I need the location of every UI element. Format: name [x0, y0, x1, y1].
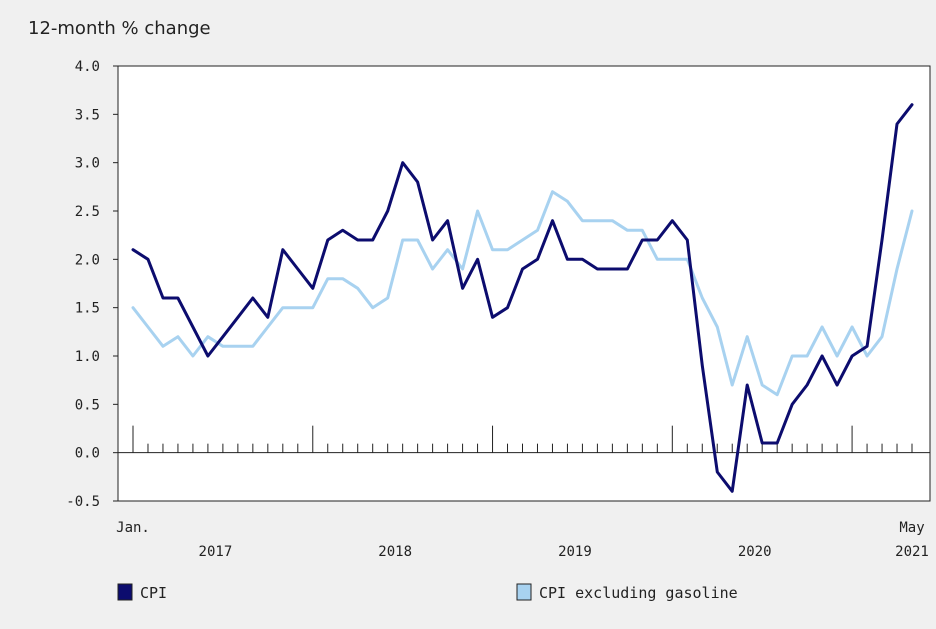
- y-tick-label: 0.0: [75, 446, 100, 462]
- x-start-label: Jan.: [116, 520, 150, 536]
- x-end-label: May: [899, 520, 924, 536]
- x-year-label: 2021: [895, 544, 929, 560]
- y-axis-label: 12-month % change: [28, 18, 211, 39]
- y-tick-label: 0.5: [75, 397, 100, 413]
- y-tick-label: 1.5: [75, 301, 100, 317]
- axes: 4.0 3.5 3.0 2.5 2.0 1.5 1.0 0.5 0.0 -0.5 Jan. May 20…: [66, 59, 930, 560]
- y-tick-label: -0.5: [66, 494, 100, 510]
- legend: CPI CPI excluding gasoline: [117, 583, 738, 602]
- legend-label: CPI excluding gasoline: [539, 584, 738, 602]
- x-year-label: 2020: [738, 544, 772, 560]
- series-lines: [131, 103, 914, 493]
- x-year-label: 2018: [378, 544, 412, 560]
- legend-label: CPI: [140, 584, 167, 602]
- y-tick-label: 2.5: [75, 204, 100, 220]
- y-tick-label: 2.0: [75, 252, 100, 268]
- y-tick-label: 1.0: [75, 349, 100, 365]
- x-year-label: 2019: [558, 544, 592, 560]
- plot-area: [117, 65, 931, 502]
- legend-swatch: [117, 583, 133, 601]
- y-tick-label: 4.0: [75, 59, 100, 75]
- y-tick-label: 3.0: [75, 156, 100, 172]
- series-line-cpi: [131, 103, 914, 493]
- legend-swatch: [516, 583, 532, 601]
- x-year-label: 2017: [199, 544, 233, 560]
- y-tick-label: 3.5: [75, 107, 100, 123]
- series-line-cpi-excluding-gasoline: [131, 190, 914, 397]
